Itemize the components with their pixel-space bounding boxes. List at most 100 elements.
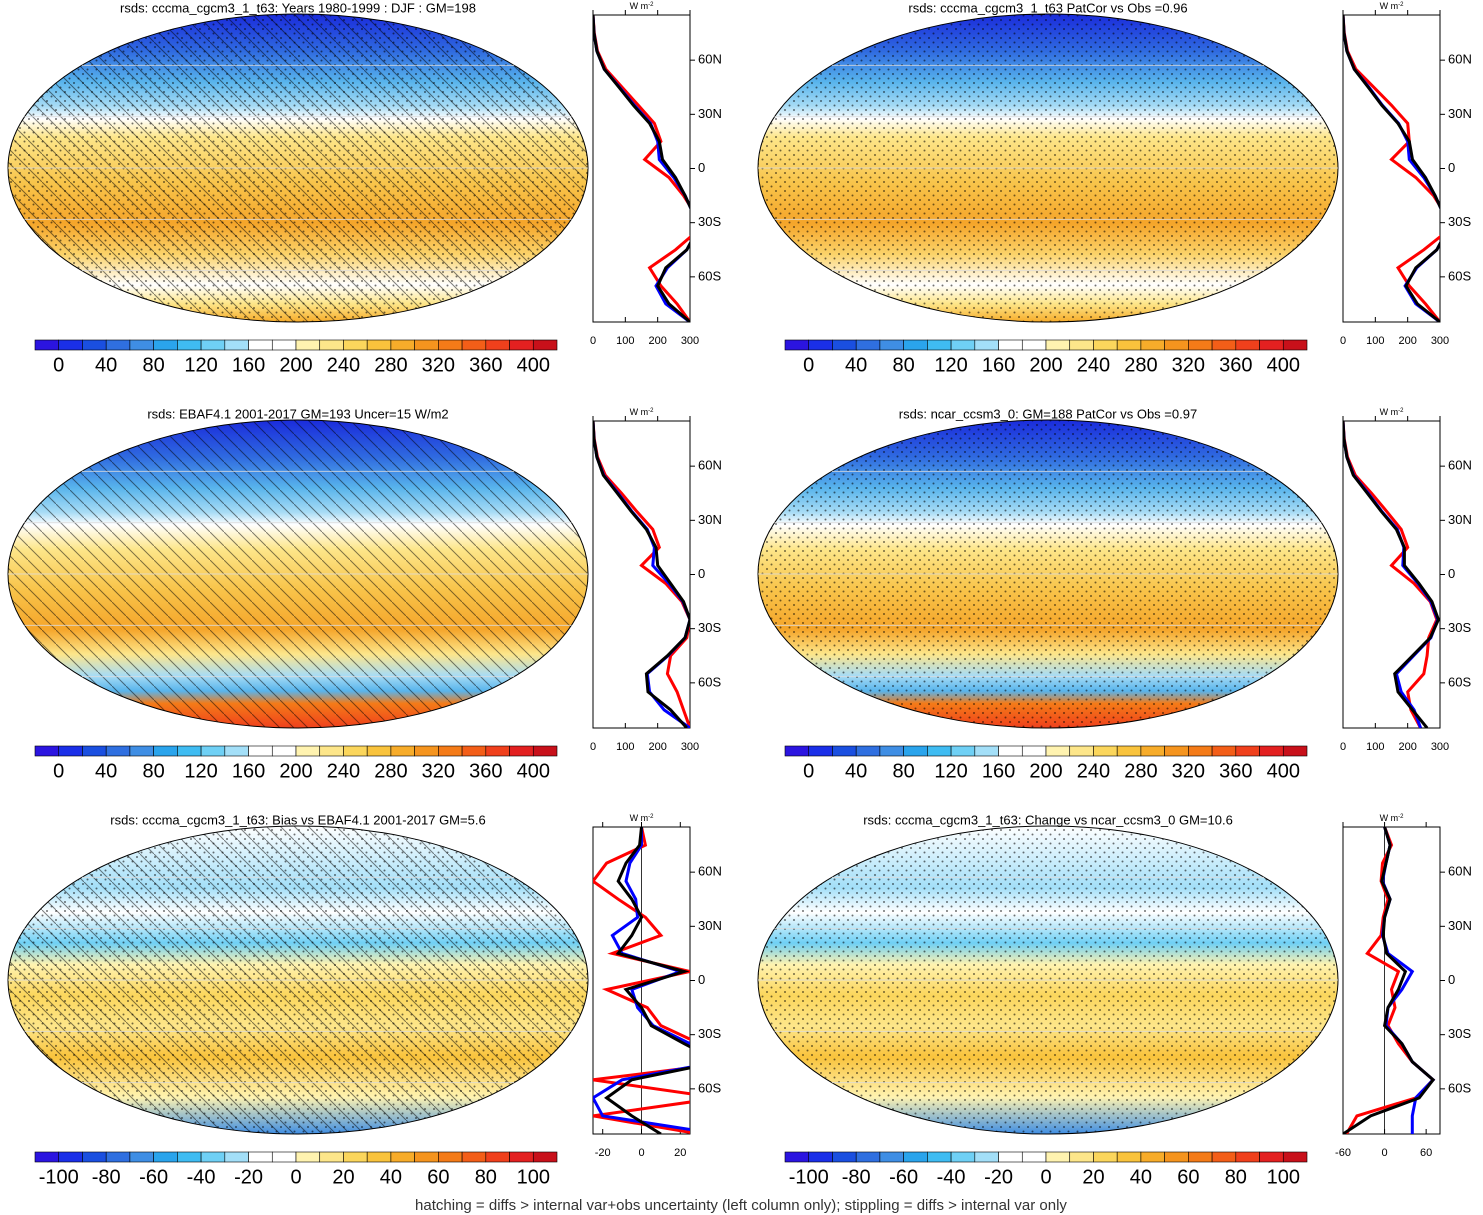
y-tick-label: 30N [698, 106, 722, 121]
footer-note: hatching = diffs > internal var+obs unce… [415, 1197, 1067, 1214]
colorbar-box [509, 745, 534, 757]
y-tick-label: 30S [1448, 214, 1471, 229]
colorbar-box [1282, 339, 1308, 351]
y-tick-label: 60N [698, 52, 722, 67]
colorbar-label: 240 [1077, 760, 1110, 782]
colorbar-box [390, 745, 415, 757]
colorbar-box [1164, 745, 1189, 757]
x-tick-label: 0 [590, 335, 596, 347]
colorbar-box [58, 339, 83, 351]
panel: rsds: cccma_cgcm3_1_t63 PatCor vs Obs =0… [758, 0, 1472, 376]
profile-line [1345, 827, 1436, 1134]
colorbar-label: 240 [327, 354, 360, 376]
unit-power: -2 [648, 2, 654, 8]
colorbar-box [1235, 745, 1260, 757]
colorbar-box [461, 339, 487, 351]
colorbar-label: 280 [1124, 354, 1157, 376]
colorbar-box [295, 1151, 321, 1163]
colorbar-box [153, 745, 178, 757]
colorbar-box [974, 1151, 999, 1163]
y-tick-label: 30S [698, 1026, 721, 1041]
colorbar-box [224, 1151, 249, 1163]
colorbar-label: 0 [1040, 1166, 1051, 1188]
colorbar-label: 400 [1267, 354, 1300, 376]
colorbar-box [271, 339, 297, 351]
colorbar-label: 280 [374, 354, 407, 376]
colorbar-box [532, 745, 558, 757]
y-tick-label: 60S [698, 674, 721, 689]
colorbar-label: 320 [422, 760, 455, 782]
colorbar-label: 40 [845, 760, 867, 782]
profile-line [593, 421, 690, 728]
profile-line [593, 421, 690, 728]
x-tick-label: 20 [674, 1147, 686, 1159]
profile-line [1343, 15, 1440, 322]
panel-title: rsds: cccma_cgcm3_1_t63 PatCor vs Obs =0… [908, 0, 1187, 15]
colorbar-box [295, 339, 321, 351]
colorbar-box [927, 1151, 952, 1163]
colorbar-box [855, 745, 881, 757]
unit: W m [1380, 1, 1399, 11]
unit-label: W m-2 [1380, 407, 1404, 417]
colorbar-box [1188, 1151, 1213, 1163]
colorbar-label: 400 [517, 760, 550, 782]
colorbar-box [1069, 339, 1094, 351]
colorbar-label: 80 [475, 1166, 497, 1188]
colorbar-box [903, 339, 928, 351]
colorbar-box [927, 339, 952, 351]
colorbar-label: 240 [327, 760, 360, 782]
colorbar-label: 120 [184, 354, 217, 376]
colorbar-box [319, 1151, 344, 1163]
colorbar-box [1211, 339, 1237, 351]
colorbar-box [879, 339, 904, 351]
x-tick-label: -60 [1335, 1147, 1351, 1159]
unit: W m [630, 407, 649, 417]
x-tick-label: 200 [648, 741, 666, 753]
colorbar-label: 120 [934, 354, 967, 376]
colorbar-box [832, 1151, 857, 1163]
colorbar-box [177, 339, 202, 351]
colorbar-box [1259, 1151, 1284, 1163]
colorbar-box [34, 339, 60, 351]
colorbar-box [1188, 745, 1213, 757]
colorbar-box [1045, 1151, 1071, 1163]
colorbar-box [1045, 339, 1071, 351]
colorbar-label: 400 [517, 354, 550, 376]
colorbar-box [438, 339, 463, 351]
y-tick-label: 0 [1448, 160, 1455, 175]
colorbar-label: -60 [889, 1166, 918, 1188]
colorbar-label: 0 [53, 354, 64, 376]
colorbar-box [105, 339, 131, 351]
panel: rsds: EBAF4.1 2001-2017 GM=193 Uncer=15 … [8, 406, 722, 782]
panel: rsds: ncar_ccsm3_0: GM=188 PatCor vs Obs… [758, 406, 1472, 782]
colorbar-box [34, 745, 60, 757]
colorbar-label: 0 [803, 354, 814, 376]
y-tick-label: 60N [1448, 864, 1472, 879]
colorbar-box [177, 745, 202, 757]
colorbar-box [1069, 745, 1094, 757]
colorbar-label: -80 [92, 1166, 121, 1188]
colorbar-box [82, 745, 107, 757]
colorbar-label: 160 [232, 760, 265, 782]
colorbar-label: 320 [422, 354, 455, 376]
colorbar-box [129, 1151, 154, 1163]
profile-line [1343, 827, 1436, 1134]
colorbar-label: -40 [187, 1166, 216, 1188]
profile-line [604, 827, 690, 1134]
colorbar-box [105, 745, 131, 757]
x-tick-label: 300 [1431, 335, 1449, 347]
unit: W m [630, 1, 649, 11]
colorbar-box [784, 745, 810, 757]
colorbar-box [390, 1151, 415, 1163]
colorbar-box [271, 1151, 297, 1163]
colorbar-box [1021, 339, 1047, 351]
unit-label: W m-2 [630, 1, 654, 11]
colorbar-box [200, 339, 226, 351]
colorbar-label: 0 [290, 1166, 301, 1188]
colorbar-label: 100 [1267, 1166, 1300, 1188]
colorbar-box [509, 339, 534, 351]
colorbar-box [461, 1151, 487, 1163]
y-tick-label: 60S [698, 1080, 721, 1095]
panel: rsds: cccma_cgcm3_1_t63: Bias vs EBAF4.1… [8, 812, 722, 1188]
